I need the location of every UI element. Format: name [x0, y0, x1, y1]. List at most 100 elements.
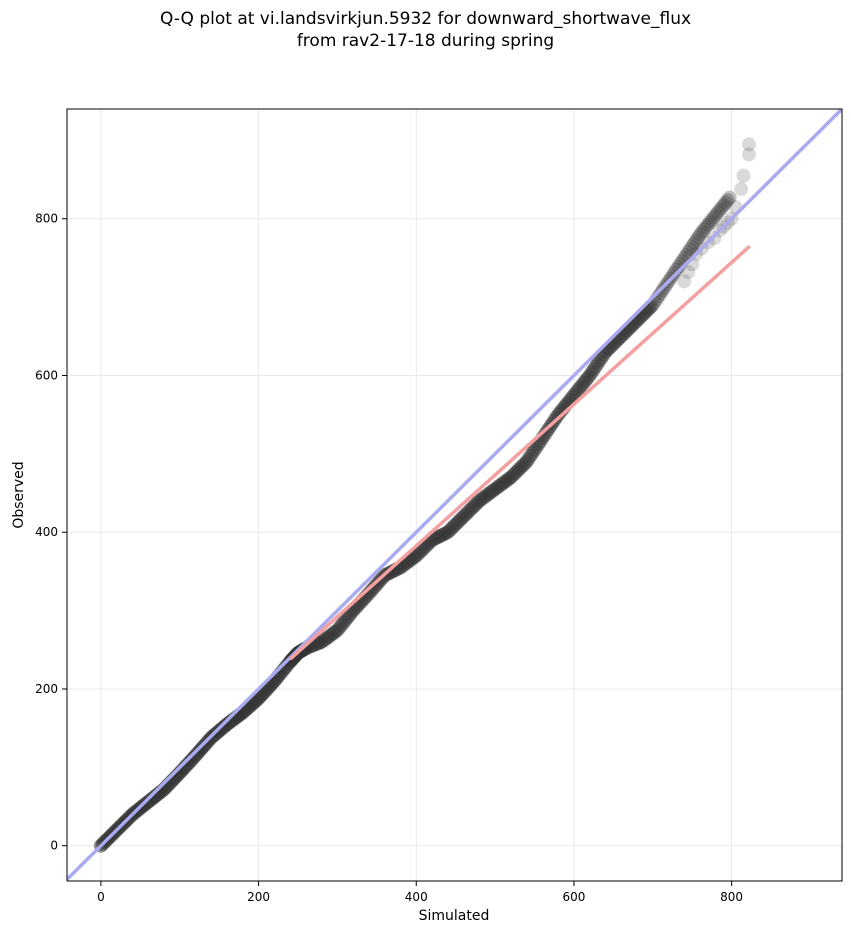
- data-point: [369, 577, 384, 592]
- data-point: [699, 220, 714, 235]
- data-point: [588, 359, 603, 374]
- data-point: [342, 608, 357, 623]
- data-point: [568, 385, 583, 400]
- data-point: [413, 544, 428, 559]
- data-point: [417, 540, 432, 555]
- data-point: [687, 236, 702, 251]
- data-point: [494, 477, 509, 492]
- chart-title-line1: Q-Q plot at vi.landsvirkjun.5932 for dow…: [159, 9, 692, 29]
- data-point: [519, 454, 534, 469]
- data-point: [712, 202, 727, 217]
- data-point: [326, 626, 341, 641]
- data-point: [381, 566, 396, 581]
- data-point: [411, 546, 426, 561]
- data-point: [584, 365, 599, 380]
- data-point: [736, 168, 751, 183]
- data-point: [438, 526, 453, 541]
- data-point: [507, 466, 522, 481]
- data-point: [338, 613, 353, 628]
- data-point: [501, 471, 516, 486]
- x-tick-label: 0: [97, 890, 105, 904]
- data-point: [316, 633, 331, 648]
- data-point: [527, 442, 542, 457]
- reference-line: [67, 109, 842, 881]
- data-point: [734, 181, 749, 196]
- data-point: [574, 378, 589, 393]
- data-point: [718, 195, 733, 210]
- data-points: [93, 137, 756, 853]
- data-point: [318, 632, 333, 647]
- data-point: [685, 239, 700, 254]
- data-point: [700, 217, 715, 232]
- data-point: [336, 615, 351, 630]
- data-point: [452, 513, 467, 528]
- data-point: [576, 375, 591, 390]
- data-point: [716, 198, 731, 213]
- data-point: [490, 480, 505, 495]
- data-point: [322, 629, 337, 644]
- data-point: [314, 634, 329, 649]
- data-point: [710, 205, 725, 220]
- data-point: [454, 511, 469, 526]
- data-point: [456, 509, 471, 524]
- data-point: [476, 490, 491, 505]
- data-point: [340, 610, 355, 625]
- data-point: [330, 623, 345, 638]
- data-point: [695, 224, 710, 239]
- y-tick-label: 0: [50, 839, 58, 853]
- data-point: [460, 505, 475, 520]
- data-point: [482, 486, 497, 501]
- x-tick-label: 800: [720, 890, 743, 904]
- y-tick-label: 200: [35, 682, 58, 696]
- data-point: [488, 482, 503, 497]
- data-point: [480, 488, 495, 502]
- data-point: [334, 618, 349, 633]
- data-point: [708, 207, 723, 222]
- data-point: [405, 551, 420, 566]
- data-point: [505, 468, 520, 483]
- data-point: [446, 519, 461, 534]
- y-axis-label: Observed: [11, 461, 27, 528]
- data-point: [332, 620, 347, 635]
- data-point: [495, 476, 510, 491]
- data-point: [594, 350, 609, 365]
- data-point: [697, 222, 712, 237]
- data-point: [572, 380, 587, 395]
- data-point: [681, 265, 696, 280]
- data-point: [720, 193, 735, 208]
- grid: [67, 109, 842, 881]
- data-point: [415, 542, 430, 557]
- data-point: [582, 368, 597, 383]
- data-point: [517, 456, 532, 471]
- data-point: [513, 460, 528, 475]
- data-point: [328, 624, 343, 639]
- data-point: [681, 245, 696, 260]
- data-point: [722, 190, 737, 205]
- data-point: [427, 532, 442, 547]
- x-tick-label: 400: [405, 890, 428, 904]
- data-point: [383, 565, 398, 580]
- data-point: [440, 525, 455, 540]
- data-point: [590, 356, 605, 371]
- data-point: [320, 630, 335, 645]
- data-point: [462, 503, 477, 518]
- data-point: [653, 286, 668, 301]
- data-point: [509, 464, 524, 479]
- y-tick-label: 600: [35, 368, 58, 382]
- data-point: [592, 353, 607, 368]
- data-point: [689, 233, 704, 248]
- data-point: [515, 458, 530, 473]
- data-point: [474, 492, 489, 507]
- data-point: [434, 528, 449, 543]
- data-point: [499, 473, 514, 488]
- x-tick-label: 600: [562, 890, 585, 904]
- data-point: [539, 425, 554, 440]
- data-point: [324, 627, 339, 642]
- data-point: [677, 274, 692, 289]
- data-point: [578, 373, 593, 388]
- data-point: [497, 474, 512, 489]
- data-point: [683, 242, 698, 257]
- data-point: [409, 548, 424, 563]
- data-point: [436, 527, 451, 542]
